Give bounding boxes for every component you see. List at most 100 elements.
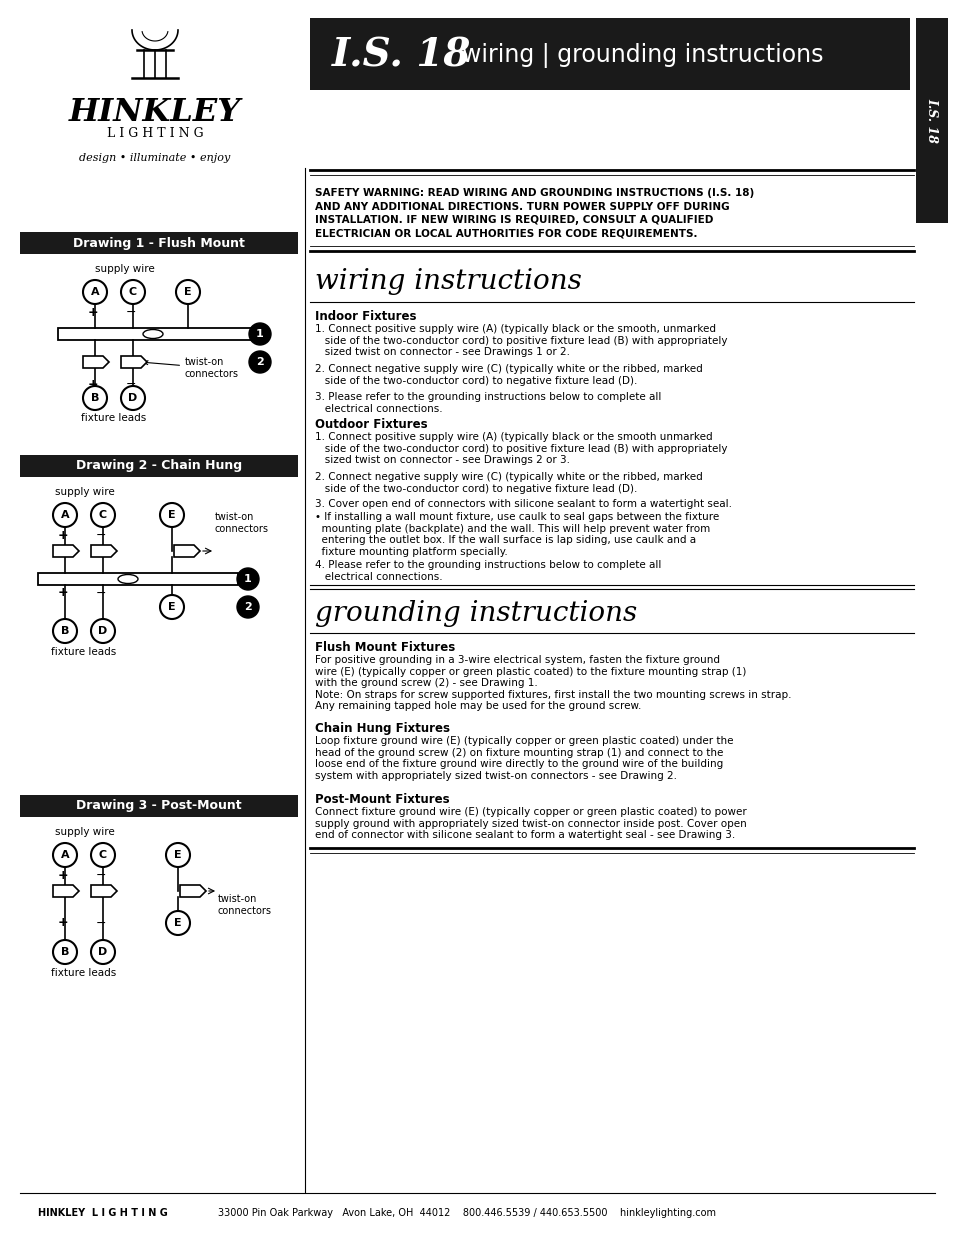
Text: Connect fixture ground wire (E) (typically copper or green plastic coated) to po: Connect fixture ground wire (E) (typical… [314,806,746,840]
Text: E: E [184,287,192,296]
Text: −: − [126,306,136,319]
Polygon shape [53,545,79,557]
Text: 3. Please refer to the grounding instructions below to complete all
   electrica: 3. Please refer to the grounding instruc… [314,391,660,414]
Polygon shape [173,545,200,557]
Text: +: + [57,587,69,599]
Text: fixture leads: fixture leads [51,968,116,978]
Text: +: + [88,378,98,390]
Text: −: − [95,869,106,882]
Circle shape [83,280,107,304]
Text: +: + [57,529,69,542]
Text: B: B [61,626,70,636]
Text: −: − [95,916,106,930]
Text: twist-on
connectors: twist-on connectors [218,894,272,916]
Bar [310,19,909,90]
Text: • If installing a wall mount fixture, use caulk to seal gaps between the fixture: • If installing a wall mount fixture, us… [314,513,719,557]
Text: 2: 2 [255,357,264,367]
Text: 1. Connect positive supply wire (A) (typically black or the smooth unmarked
   s: 1. Connect positive supply wire (A) (typ… [314,432,727,466]
Text: −: − [95,587,106,599]
Text: twist-on
connectors: twist-on connectors [214,513,269,534]
Text: E: E [168,510,175,520]
Circle shape [91,503,115,527]
Polygon shape [180,885,206,897]
Text: HINKLEY: HINKLEY [69,96,241,127]
Bar [58,329,253,340]
Bar [915,19,947,224]
Text: Outdoor Fixtures: Outdoor Fixtures [314,417,427,431]
Text: A: A [61,510,70,520]
Circle shape [166,844,190,867]
Bar [20,232,297,254]
Text: 3. Cover open end of connectors with silicone sealant to form a watertight seal.: 3. Cover open end of connectors with sil… [314,499,731,509]
Polygon shape [83,356,109,368]
Circle shape [121,387,145,410]
Circle shape [91,940,115,965]
Text: 4. Please refer to the grounding instructions below to complete all
   electrica: 4. Please refer to the grounding instruc… [314,559,660,582]
Text: HINKLEY  L I G H T I N G: HINKLEY L I G H T I N G [38,1208,168,1218]
Text: Post-Mount Fixtures: Post-Mount Fixtures [314,793,449,806]
Polygon shape [91,545,117,557]
Text: E: E [168,601,175,613]
Text: Flush Mount Fixtures: Flush Mount Fixtures [314,641,455,655]
Text: Drawing 2 - Chain Hung: Drawing 2 - Chain Hung [76,459,242,473]
Circle shape [236,597,258,618]
Text: For positive grounding in a 3-wire electrical system, fasten the fixture ground
: For positive grounding in a 3-wire elect… [314,655,791,711]
Text: E: E [174,918,182,927]
Text: supply wire: supply wire [55,487,114,496]
Circle shape [91,844,115,867]
Text: fixture leads: fixture leads [51,647,116,657]
Bar [20,454,297,477]
Text: E: E [174,850,182,860]
Text: +: + [57,916,69,930]
Text: I.S. 18: I.S. 18 [332,36,471,74]
Text: I.S. 18: I.S. 18 [924,98,938,142]
Circle shape [83,387,107,410]
Text: 1: 1 [255,329,264,338]
Text: A: A [91,287,99,296]
Text: C: C [99,510,107,520]
Text: D: D [129,393,137,403]
Text: ELECTRICIAN OR LOCAL AUTHORITIES FOR CODE REQUIREMENTS.: ELECTRICIAN OR LOCAL AUTHORITIES FOR COD… [314,228,697,238]
Circle shape [249,324,271,345]
Text: +: + [57,869,69,882]
Text: A: A [61,850,70,860]
Circle shape [53,844,77,867]
Text: Drawing 1 - Flush Mount: Drawing 1 - Flush Mount [73,236,245,249]
Text: twist-on
connectors: twist-on connectors [144,357,239,379]
Text: 2: 2 [244,601,252,613]
Circle shape [53,940,77,965]
Text: −: − [126,378,136,390]
Circle shape [160,503,184,527]
Text: 2. Connect negative supply wire (C) (typically white or the ribbed, marked
   si: 2. Connect negative supply wire (C) (typ… [314,472,702,494]
Circle shape [160,595,184,619]
Text: 2. Connect negative supply wire (C) (typically white or the ribbed, marked
   si: 2. Connect negative supply wire (C) (typ… [314,364,702,385]
Polygon shape [91,885,117,897]
Polygon shape [53,885,79,897]
Text: wiring instructions: wiring instructions [314,268,581,295]
Circle shape [249,351,271,373]
Text: wiring | grounding instructions: wiring | grounding instructions [461,42,822,68]
Text: 1: 1 [244,574,252,584]
Text: SAFETY WARNING: READ WIRING AND GROUNDING INSTRUCTIONS (I.S. 18): SAFETY WARNING: READ WIRING AND GROUNDIN… [314,188,754,198]
Polygon shape [121,356,147,368]
Text: C: C [129,287,137,296]
Text: design • illuminate • enjoy: design • illuminate • enjoy [79,153,231,163]
Circle shape [91,619,115,643]
Bar [38,573,237,585]
Text: Indoor Fixtures: Indoor Fixtures [314,310,416,324]
Ellipse shape [143,330,163,338]
Text: D: D [98,626,108,636]
Text: C: C [99,850,107,860]
Circle shape [236,568,258,590]
Text: Loop fixture ground wire (E) (typically copper or green plastic coated) under th: Loop fixture ground wire (E) (typically … [314,736,733,781]
Circle shape [121,280,145,304]
Text: supply wire: supply wire [55,827,114,837]
Text: INSTALLATION. IF NEW WIRING IS REQUIRED, CONSULT A QUALIFIED: INSTALLATION. IF NEW WIRING IS REQUIRED,… [314,215,713,225]
Text: L I G H T I N G: L I G H T I N G [107,126,203,140]
Circle shape [166,911,190,935]
Text: grounding instructions: grounding instructions [314,600,637,627]
Circle shape [53,503,77,527]
Text: B: B [61,947,70,957]
Text: AND ANY ADDITIONAL DIRECTIONS. TURN POWER SUPPLY OFF DURING: AND ANY ADDITIONAL DIRECTIONS. TURN POWE… [314,201,729,211]
Text: B: B [91,393,99,403]
